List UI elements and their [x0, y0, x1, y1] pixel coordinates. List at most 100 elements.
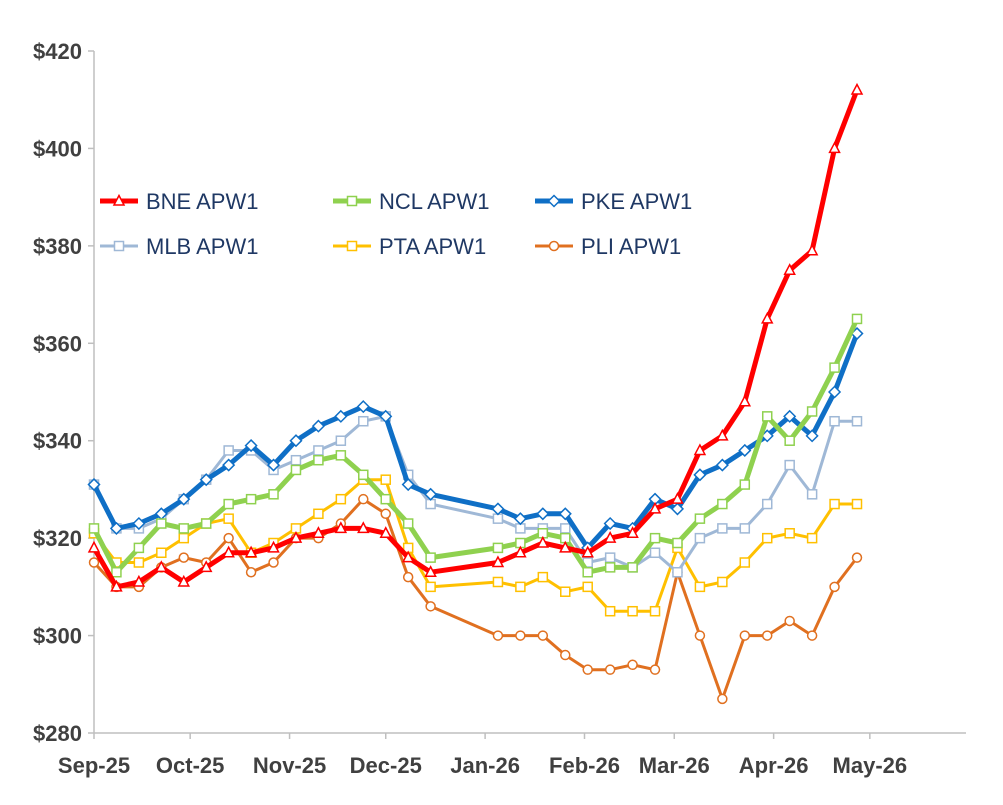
legend: BNE APW1 NCL APW1 PKE APW1 MLB APW1 PTA APW1…: [100, 189, 692, 259]
data-point-pke-apw1: [603, 516, 617, 531]
data-point-bne-apw1: [693, 443, 707, 456]
data-point-bne-apw1: [716, 428, 729, 441]
y-tick-label: $280: [33, 721, 82, 746]
data-point-mlb-apw1: [425, 498, 436, 510]
data-point-pta-apw1: [784, 528, 795, 539]
data-point-bne-apw1: [581, 545, 594, 558]
data-point-bne-apw1: [850, 82, 864, 95]
data-point-ncl-apw1: [156, 518, 167, 529]
data-point-pta-apw1: [133, 557, 145, 568]
data-point-pta-apw1: [604, 605, 616, 617]
legend-item-pta-apw1: PTA APW1: [333, 234, 486, 259]
data-point-ncl-apw1: [739, 479, 751, 490]
data-point-mlb-apw1: [335, 435, 347, 446]
data-point-pli-apw1: [806, 630, 818, 641]
data-point-bne-apw1: [312, 526, 325, 539]
data-point-ncl-apw1: [245, 493, 257, 505]
data-point-ncl-apw1: [268, 489, 279, 500]
legend-marker: [547, 194, 561, 208]
data-point-ncl-apw1: [178, 523, 190, 534]
data-point-bne-apw1: [514, 545, 527, 558]
data-point-pta-apw1: [806, 532, 818, 544]
y-tick-label: $380: [33, 234, 82, 259]
data-point-ncl-apw1: [380, 493, 391, 505]
data-point-bne-apw1: [334, 521, 348, 534]
data-point-mlb-apw1: [649, 547, 661, 559]
data-point-pke-apw1: [132, 516, 146, 531]
series-line-pke-apw1: [91, 331, 860, 551]
y-tick-label: $320: [33, 526, 82, 551]
data-point-pke-apw1: [334, 409, 348, 423]
data-point-pta-apw1: [717, 576, 728, 588]
data-point-pke-apw1: [670, 502, 685, 516]
data-point-pta-apw1: [178, 532, 190, 544]
data-point-pke-apw1: [491, 502, 505, 516]
data-point-ncl-apw1: [761, 411, 773, 422]
data-point-pli-apw1: [492, 630, 504, 641]
x-tick-label: Jan-26: [450, 753, 520, 778]
data-point-pke-apw1: [513, 512, 527, 526]
data-point-pta-apw1: [537, 571, 549, 583]
data-point-bne-apw1: [87, 540, 101, 553]
data-point-pta-apw1: [156, 547, 167, 559]
data-point-mlb-apw1: [761, 498, 773, 510]
data-point-mlb-apw1: [784, 459, 795, 471]
data-point-pke-apw1: [289, 434, 303, 448]
data-point-pli-apw1: [851, 552, 863, 563]
legend-marker: [548, 240, 560, 252]
data-point-pta-apw1: [492, 576, 504, 588]
x-tick-label: Feb-26: [549, 753, 620, 778]
data-point-ncl-apw1: [402, 518, 414, 529]
data-point-ncl-apw1: [200, 518, 212, 529]
data-point-ncl-apw1: [223, 498, 234, 510]
data-point-pke-apw1: [266, 458, 281, 472]
data-point-pta-apw1: [380, 474, 391, 485]
data-point-pli-apw1: [178, 552, 190, 563]
y-tick-label: $400: [33, 136, 82, 161]
data-point-pta-apw1: [829, 498, 840, 510]
data-point-pta-apw1: [694, 581, 706, 593]
data-point-pli-apw1: [604, 664, 616, 675]
data-point-bne-apw1: [222, 545, 235, 558]
legend-item-ncl-apw1: NCL APW1: [333, 189, 489, 214]
data-point-mlb-apw1: [604, 552, 616, 563]
data-point-pli-apw1: [402, 571, 414, 583]
data-point-pke-apw1: [738, 443, 752, 458]
x-tick-label: Nov-25: [253, 753, 326, 778]
data-point-pli-apw1: [694, 630, 706, 641]
data-point-ncl-apw1: [627, 562, 638, 573]
data-point-ncl-apw1: [829, 362, 840, 373]
data-point-bne-apw1: [536, 535, 550, 548]
legend-label: PKE APW1: [581, 189, 692, 214]
data-point-pke-apw1: [244, 439, 258, 453]
data-point-bne-apw1: [738, 394, 752, 407]
data-point-pli-apw1: [784, 615, 795, 627]
data-point-mlb-apw1: [515, 523, 526, 534]
data-point-pke-apw1: [87, 477, 101, 492]
data-point-pta-apw1: [761, 532, 773, 544]
data-point-pta-apw1: [851, 498, 863, 510]
data-point-ncl-apw1: [582, 566, 593, 578]
data-point-bne-apw1: [199, 560, 213, 573]
data-point-pli-apw1: [88, 557, 100, 568]
legend-item-pli-apw1: PLI APW1: [535, 234, 681, 259]
data-point-bne-apw1: [132, 574, 146, 587]
data-point-pta-apw1: [425, 581, 436, 593]
y-tick-label: $300: [33, 624, 82, 649]
data-point-bne-apw1: [671, 492, 684, 504]
data-point-pke-apw1: [558, 507, 572, 521]
data-point-pke-apw1: [311, 419, 325, 433]
legend-marker: [346, 240, 358, 252]
data-point-ncl-apw1: [111, 566, 122, 578]
legend-item-bne-apw1: BNE APW1: [100, 189, 258, 214]
data-point-mlb-apw1: [290, 454, 302, 466]
legend-item-mlb-apw1: MLB APW1: [100, 234, 258, 259]
data-point-bne-apw1: [805, 243, 819, 256]
legend-label: NCL APW1: [379, 189, 489, 214]
data-point-mlb-apw1: [358, 415, 369, 427]
data-point-ncl-apw1: [604, 562, 616, 573]
data-point-ncl-apw1: [784, 435, 795, 446]
data-point-pli-apw1: [649, 664, 661, 675]
data-point-mlb-apw1: [672, 566, 683, 578]
